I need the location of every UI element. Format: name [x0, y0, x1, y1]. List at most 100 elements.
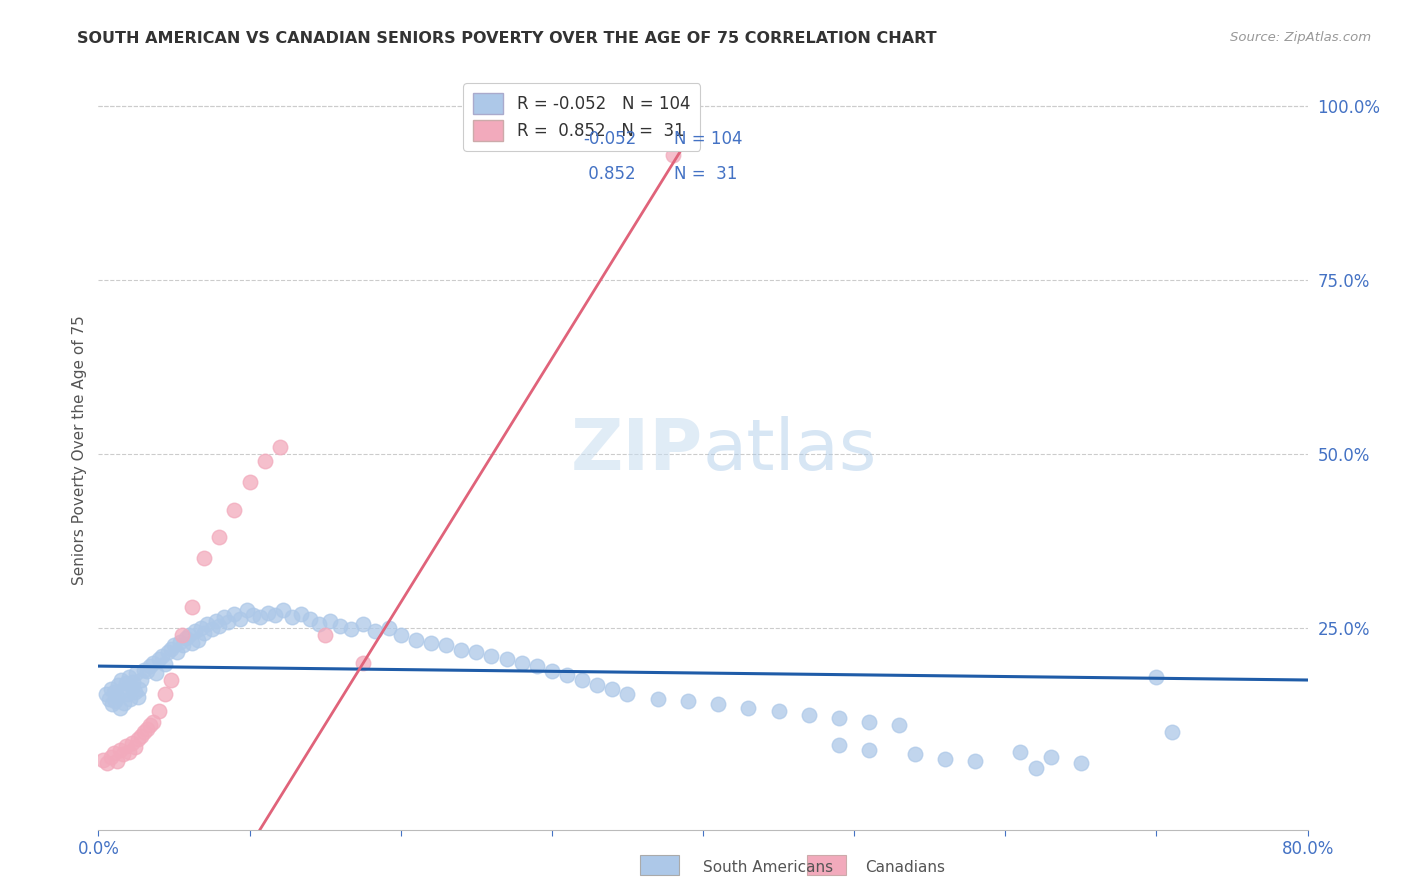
Point — [271, 603, 294, 617]
Point — [187, 633, 209, 648]
Text: 0.852: 0.852 — [583, 164, 636, 183]
Point — [112, 696, 135, 710]
Point — [676, 694, 699, 708]
Point — [121, 736, 143, 750]
Point — [602, 681, 624, 696]
Point — [111, 683, 134, 698]
Point — [142, 656, 165, 670]
Point — [269, 440, 291, 454]
Point — [616, 687, 638, 701]
Point — [290, 607, 312, 621]
Point — [434, 638, 457, 652]
Legend: R = -0.052   N = 104, R =  0.852   N =  31: R = -0.052 N = 104, R = 0.852 N = 31 — [464, 84, 700, 151]
Text: N =  31: N = 31 — [675, 164, 738, 183]
Text: N = 104: N = 104 — [675, 129, 742, 147]
Point — [318, 614, 340, 628]
Point — [124, 685, 146, 699]
Point — [224, 502, 246, 516]
Point — [249, 610, 271, 624]
Point — [121, 680, 143, 694]
Text: atlas: atlas — [703, 416, 877, 485]
Point — [125, 666, 148, 681]
Point — [224, 607, 246, 621]
Point — [103, 685, 125, 699]
Point — [661, 148, 683, 162]
Point — [405, 633, 427, 648]
Point — [153, 687, 176, 701]
Point — [208, 530, 231, 544]
Point — [526, 659, 548, 673]
Point — [510, 656, 533, 670]
Point — [737, 701, 759, 715]
Point — [364, 624, 387, 639]
Point — [135, 664, 157, 678]
Point — [797, 707, 820, 722]
Point — [555, 668, 578, 682]
Point — [193, 626, 215, 640]
Point — [235, 603, 257, 617]
Point — [127, 690, 149, 705]
Point — [239, 475, 262, 489]
Point — [828, 711, 851, 725]
Point — [96, 756, 118, 771]
Point — [135, 722, 157, 736]
Point — [114, 739, 136, 753]
Point — [160, 673, 183, 687]
Text: SOUTH AMERICAN VS CANADIAN SENIORS POVERTY OVER THE AGE OF 75 CORRELATION CHART: SOUTH AMERICAN VS CANADIAN SENIORS POVER… — [77, 31, 936, 46]
Point — [828, 738, 851, 752]
Y-axis label: Seniors Poverty Over the Age of 75: Seniors Poverty Over the Age of 75 — [72, 316, 87, 585]
Point — [481, 648, 503, 663]
Point — [768, 704, 790, 718]
Point — [153, 657, 176, 671]
Point — [184, 624, 207, 639]
Point — [148, 704, 170, 718]
Point — [314, 628, 336, 642]
Text: Canadians: Canadians — [865, 860, 945, 874]
Point — [105, 755, 128, 769]
Point — [450, 643, 472, 657]
Point — [229, 612, 252, 626]
Point — [160, 641, 183, 656]
Point — [1039, 749, 1062, 764]
Point — [124, 740, 146, 755]
Point — [100, 681, 122, 696]
Point — [495, 652, 517, 666]
Point — [163, 638, 186, 652]
Point — [170, 628, 193, 642]
Point — [128, 681, 150, 696]
Point — [172, 638, 194, 652]
Point — [647, 691, 669, 706]
Point — [1160, 725, 1182, 739]
Point — [111, 747, 134, 762]
Point — [389, 628, 412, 642]
Point — [118, 745, 141, 759]
Text: ZIP: ZIP — [571, 416, 703, 485]
Point — [132, 725, 155, 739]
Point — [264, 608, 287, 623]
Point — [352, 656, 374, 670]
Point — [127, 732, 149, 747]
Point — [329, 619, 352, 633]
Point — [181, 636, 204, 650]
Point — [571, 673, 593, 687]
Point — [120, 691, 142, 706]
Point — [139, 659, 162, 673]
Point — [193, 551, 215, 566]
Point — [352, 617, 374, 632]
Point — [586, 678, 609, 692]
Point — [122, 675, 145, 690]
Point — [156, 645, 179, 659]
Text: -0.052: -0.052 — [583, 129, 636, 147]
Point — [101, 698, 124, 712]
Point — [1070, 756, 1092, 771]
Point — [1144, 669, 1167, 683]
Point — [858, 742, 880, 756]
Point — [179, 628, 201, 642]
Point — [205, 614, 228, 628]
Point — [105, 689, 128, 703]
Point — [1010, 745, 1032, 759]
Point — [253, 454, 276, 468]
Point — [129, 729, 152, 743]
Point — [256, 606, 278, 620]
Point — [148, 652, 170, 666]
